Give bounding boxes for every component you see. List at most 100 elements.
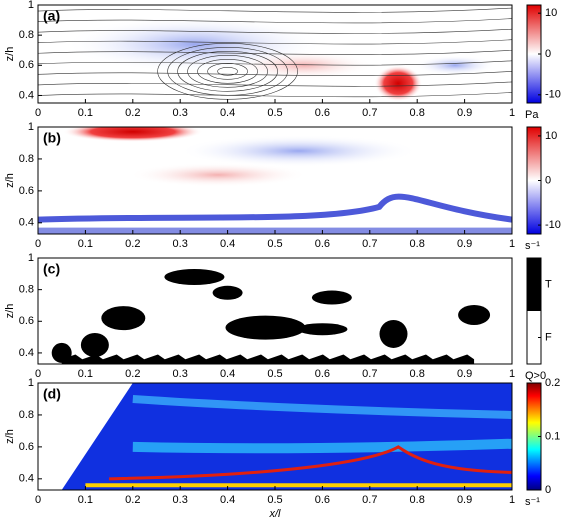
colorbar-tick-label: 0.2 — [545, 377, 560, 389]
x-tick-label: 0.4 — [220, 368, 235, 380]
x-tick-label: 0.8 — [410, 107, 425, 119]
colorbar-tick-label: F — [545, 331, 552, 343]
x-tick-label: 0.5 — [267, 494, 282, 506]
y-tick-label: 0.8 — [19, 29, 34, 41]
field — [38, 258, 512, 364]
field-blob — [178, 134, 419, 167]
panel-label: (d) — [43, 386, 61, 402]
y-axis-label: z/h — [4, 304, 16, 319]
x-tick-label: 0 — [35, 494, 41, 506]
x-tick-label: 0.3 — [173, 107, 188, 119]
x-tick-label: 1 — [509, 107, 515, 119]
streamline — [38, 81, 512, 87]
x-tick-label: 0.9 — [457, 368, 472, 380]
x-tick-label: 0.6 — [315, 107, 330, 119]
x-tick-label: 0.2 — [125, 107, 140, 119]
x-tick-label: 0.4 — [220, 238, 235, 250]
y-tick-label: 1 — [28, 0, 34, 11]
x-tick-label: 0.7 — [362, 107, 377, 119]
x-tick-label: 0.6 — [315, 238, 330, 250]
streamline — [187, 55, 268, 88]
q-region — [212, 285, 243, 300]
y-tick-label: 0.6 — [19, 315, 34, 327]
x-tick-label: 0.3 — [173, 368, 188, 380]
y-tick-label: 0.6 — [19, 59, 34, 71]
streamline — [197, 59, 258, 84]
x-tick-label: 0.6 — [315, 494, 330, 506]
q-region — [101, 306, 146, 331]
x-axis-label: x/l — [269, 508, 282, 520]
x-tick-label: 0.1 — [78, 107, 93, 119]
x-tick-label: 0.4 — [220, 494, 235, 506]
streamline — [38, 28, 512, 34]
colorbar — [526, 257, 542, 365]
x-tick-label: 0 — [35, 238, 41, 250]
x-tick-label: 0.5 — [267, 107, 282, 119]
field — [38, 127, 512, 234]
streamline — [217, 67, 238, 76]
y-tick-label: 0.4 — [19, 217, 34, 229]
x-tick-label: 0.7 — [362, 238, 377, 250]
y-tick-label: 0.4 — [19, 347, 34, 359]
x-tick-label: 0 — [35, 107, 41, 119]
y-tick-label: 1 — [28, 121, 34, 133]
x-tick-label: 0.9 — [457, 494, 472, 506]
colorbar-unit: s⁻¹ — [525, 496, 540, 508]
panel-label: (c) — [43, 261, 60, 277]
colorbar-tick-label: T — [545, 278, 552, 290]
field-band — [132, 394, 512, 419]
x-tick-label: 0.2 — [125, 494, 140, 506]
colorbar-tick-label: 0.1 — [545, 430, 560, 442]
field-band — [38, 193, 512, 223]
streamline — [177, 51, 278, 92]
y-tick-label: 0.6 — [19, 185, 34, 197]
streamline — [38, 92, 512, 98]
y-tick-label: 1 — [28, 377, 34, 389]
field-band — [132, 438, 512, 454]
colorbar-tick-label: 0 — [545, 174, 551, 186]
x-tick-label: 0.3 — [173, 494, 188, 506]
colorbar-tick-label: 0 — [545, 48, 551, 60]
x-tick-label: 0.2 — [125, 238, 140, 250]
q-region — [458, 304, 491, 325]
field — [38, 5, 512, 103]
y-tick-label: 0.4 — [19, 89, 34, 101]
y-axis-label: z/h — [4, 47, 16, 62]
x-tick-label: 0.2 — [125, 368, 140, 380]
y-axis-label: z/h — [4, 429, 16, 444]
colorbar-unit: Pa — [525, 109, 539, 121]
q-region — [297, 323, 348, 336]
x-tick-label: 0.1 — [78, 238, 93, 250]
field-blob — [415, 55, 496, 76]
field-bg — [61, 383, 512, 490]
x-tick-label: 0.1 — [78, 494, 93, 506]
x-tick-label: 1 — [509, 368, 515, 380]
y-tick-label: 0.8 — [19, 153, 34, 165]
streamline — [38, 60, 512, 66]
y-tick-label: 0.8 — [19, 409, 34, 421]
y-tick-label: 1 — [28, 252, 34, 264]
streamline — [38, 49, 512, 55]
colorbar-tick-label: 10 — [545, 130, 557, 142]
field-blob — [233, 51, 374, 80]
x-tick-label: 0.6 — [315, 368, 330, 380]
colorbar-tick-label: -10 — [545, 219, 561, 231]
colorbar-unit: Q>0 — [525, 370, 546, 382]
q-region — [164, 268, 225, 285]
panel-label: (b) — [43, 130, 61, 146]
x-tick-label: 0.8 — [410, 368, 425, 380]
field-blob — [374, 65, 423, 102]
q-region — [379, 319, 408, 348]
field-blob — [62, 127, 203, 142]
q-region — [311, 290, 352, 305]
y-tick-label: 0.4 — [19, 473, 34, 485]
streamline — [38, 18, 512, 24]
colorbar-tick-label: 0 — [545, 484, 551, 496]
streamline — [38, 71, 512, 77]
y-tick-label: 0.8 — [19, 284, 34, 296]
x-tick-label: 1 — [509, 494, 515, 506]
field — [38, 383, 512, 490]
x-tick-label: 0.7 — [362, 494, 377, 506]
y-axis-label: z/h — [4, 173, 16, 188]
